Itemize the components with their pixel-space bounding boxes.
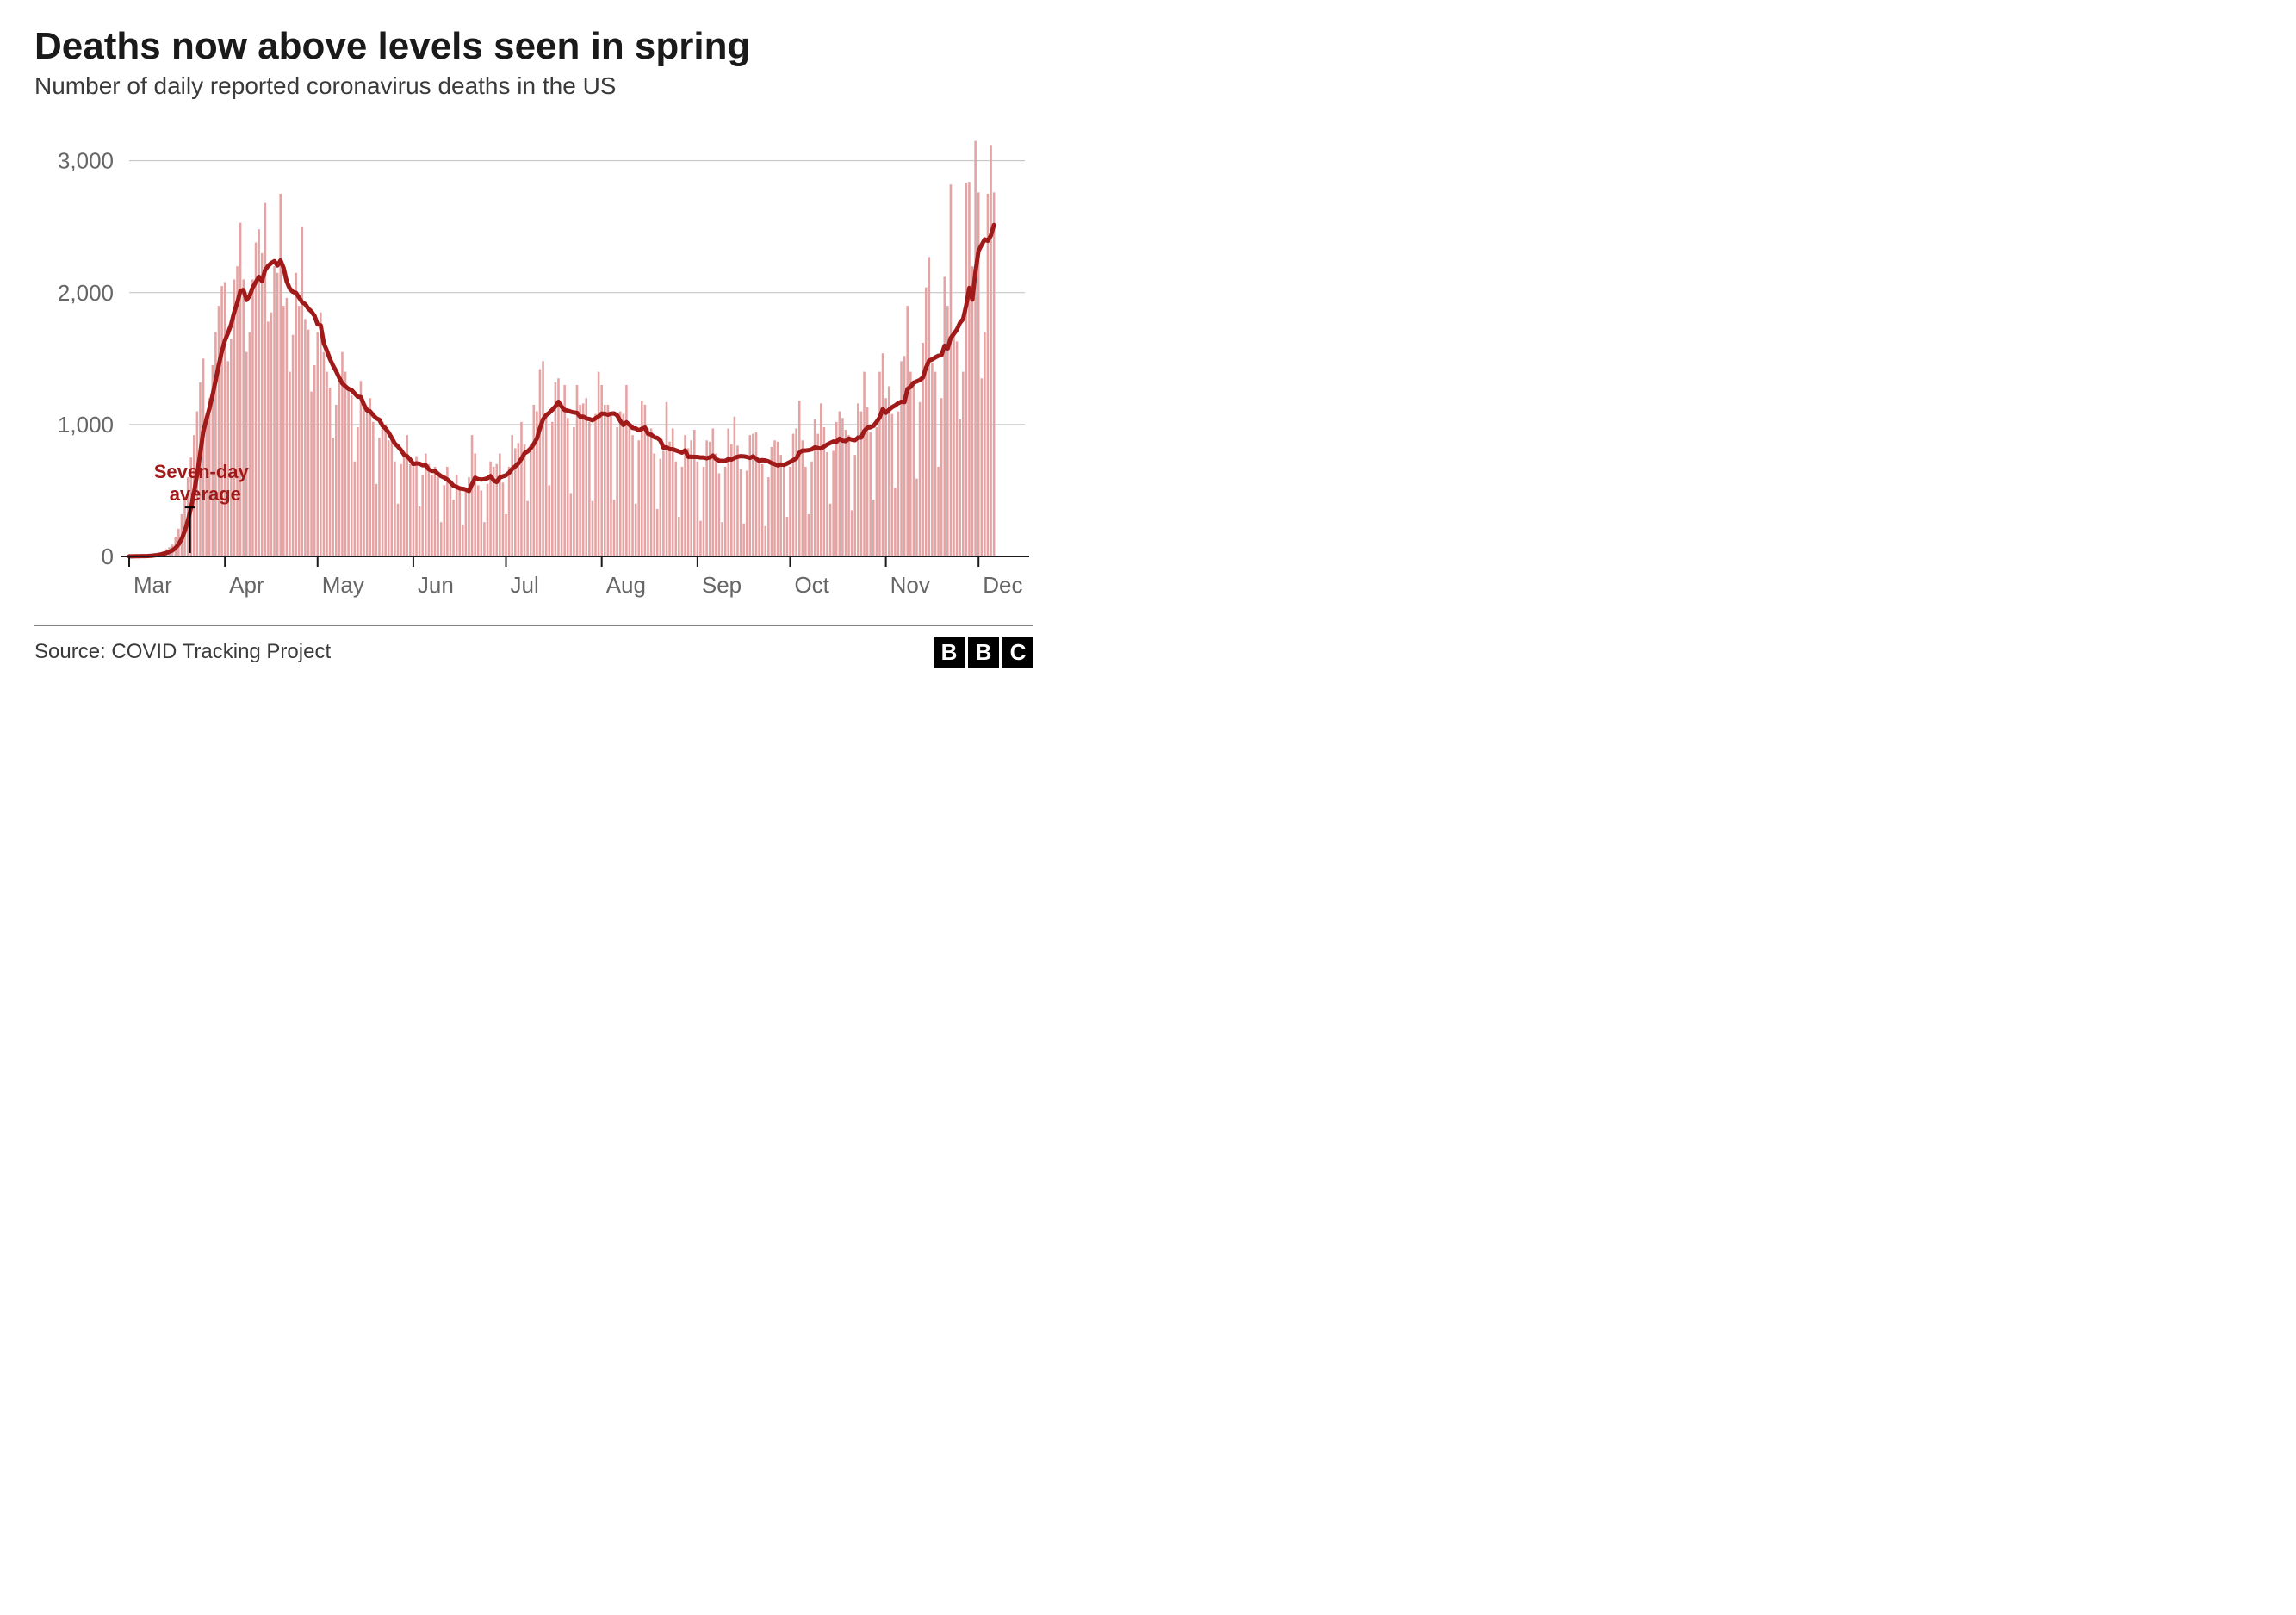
svg-text:Oct: Oct [794, 572, 829, 598]
bbc-logo: B B C [934, 637, 1033, 668]
svg-text:0: 0 [102, 544, 114, 569]
svg-text:Sep: Sep [702, 572, 742, 598]
bbc-box-2: B [968, 637, 999, 668]
chart-svg: 0 1,000 2,000 3,000 Mar Apr May Jun Jul Aug Sep Oct… [34, 126, 1033, 608]
svg-text:2,000: 2,000 [58, 280, 114, 306]
svg-text:3,000: 3,000 [58, 148, 114, 174]
bbc-box-1: B [934, 637, 965, 668]
svg-text:Aug: Aug [606, 572, 646, 598]
svg-text:Seven-day: Seven-day [154, 461, 250, 482]
svg-text:Nov: Nov [890, 572, 930, 598]
source-text: Source: COVID Tracking Project [34, 640, 331, 664]
svg-text:Jul: Jul [511, 572, 539, 598]
svg-text:1,000: 1,000 [58, 412, 114, 438]
svg-text:May: May [322, 572, 364, 598]
chart-footer: Source: COVID Tracking Project B B C [34, 625, 1033, 668]
chart-title: Deaths now above levels seen in spring [34, 26, 1033, 67]
svg-text:Apr: Apr [229, 572, 264, 598]
plot-area: 0 1,000 2,000 3,000 Mar Apr May Jun Jul Aug Sep Oct… [34, 126, 1033, 608]
bbc-box-3: C [1002, 637, 1033, 668]
svg-text:Dec: Dec [983, 572, 1022, 598]
svg-text:average: average [170, 483, 241, 505]
chart-container: Deaths now above levels seen in spring N… [0, 0, 1068, 685]
chart-subtitle: Number of daily reported coronavirus dea… [34, 72, 1033, 100]
svg-text:Jun: Jun [418, 572, 454, 598]
svg-text:Mar: Mar [133, 572, 172, 598]
